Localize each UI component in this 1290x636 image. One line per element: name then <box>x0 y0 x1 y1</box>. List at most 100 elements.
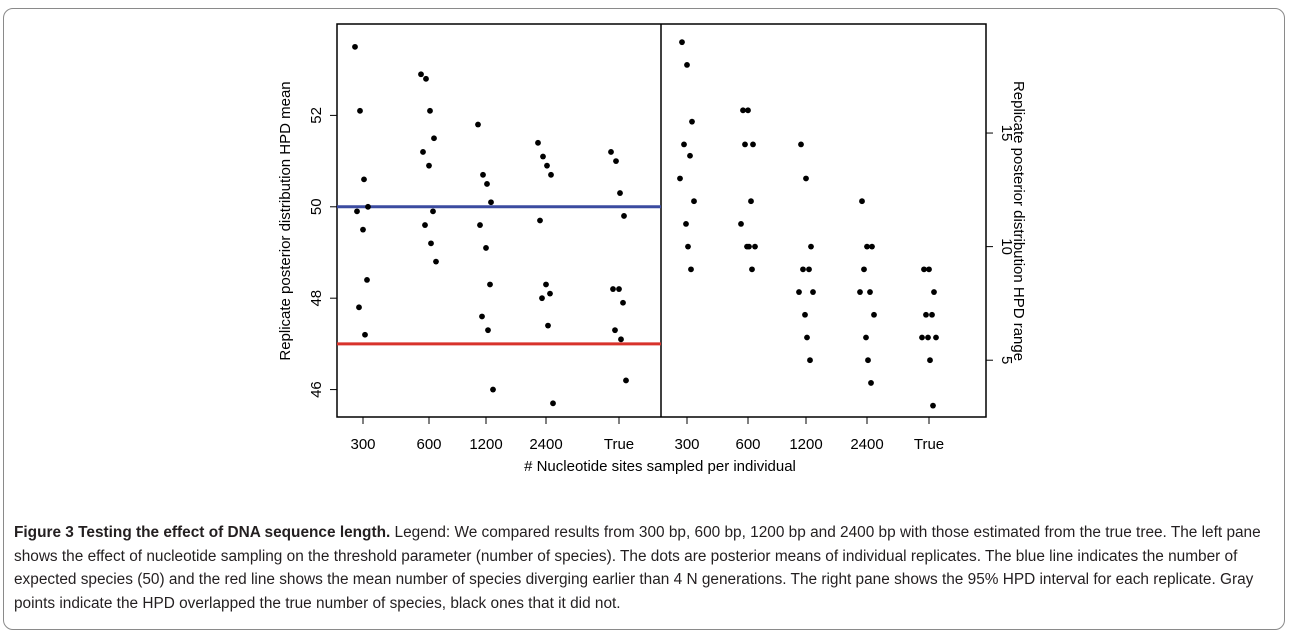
data-point-mean <box>623 377 629 384</box>
data-point-mean <box>610 286 616 292</box>
y-tick-label-left: 48 <box>308 290 325 307</box>
data-point-mean <box>362 331 368 338</box>
data-point-range <box>748 198 754 205</box>
x-tick-label: 2400 <box>850 436 883 453</box>
data-point-mean <box>423 75 429 82</box>
data-point-range <box>807 357 813 364</box>
x-axis-label: # Nucleotide sites sampled per individua… <box>524 458 796 475</box>
data-point-mean <box>475 121 481 128</box>
right-y-axis-label: Replicate posterior distribution HPD ran… <box>1010 81 1027 361</box>
data-point-mean <box>617 190 623 196</box>
data-point-mean <box>426 162 432 169</box>
data-point-mean <box>539 295 545 302</box>
x-tick-label: 300 <box>674 436 699 453</box>
y-tick-label-right: 5 <box>998 356 1015 364</box>
data-point-mean <box>352 43 358 50</box>
data-point-mean <box>608 149 614 155</box>
y-tick-label-left: 50 <box>308 198 325 215</box>
data-point-range <box>677 175 683 182</box>
data-point-range <box>800 266 806 273</box>
data-point-mean <box>431 135 437 142</box>
data-point-mean <box>365 203 371 210</box>
data-point-range <box>871 311 877 318</box>
data-point-mean <box>430 208 436 215</box>
data-point-mean <box>616 286 622 292</box>
data-point-mean <box>490 386 496 393</box>
data-point-mean <box>477 222 483 228</box>
data-point-range <box>750 141 756 148</box>
data-point-range <box>689 118 695 125</box>
caption-text: Legend: We compared results from 300 bp,… <box>14 524 1261 612</box>
data-point-range <box>864 243 870 250</box>
data-point-mean <box>545 322 551 329</box>
data-point-mean <box>618 336 624 343</box>
left-y-axis-label: Replicate posterior distribution HPD mea… <box>277 81 294 360</box>
data-point-range <box>859 198 865 205</box>
data-point-range <box>806 266 812 273</box>
data-point-range <box>745 107 751 114</box>
data-point-mean <box>360 226 366 233</box>
data-point-mean <box>420 149 426 155</box>
data-point-range <box>803 175 809 182</box>
data-point-range <box>679 39 685 46</box>
x-tick-label: 600 <box>416 436 441 453</box>
data-point-mean <box>540 153 546 160</box>
data-point-mean <box>433 258 439 265</box>
data-point-range <box>684 61 690 68</box>
data-point-range <box>869 243 875 250</box>
data-point-range <box>738 221 744 227</box>
x-tick-label: 1200 <box>789 436 822 453</box>
data-point-range <box>804 334 810 341</box>
data-point-range <box>930 402 936 409</box>
data-point-mean <box>547 290 553 297</box>
data-point-mean <box>548 171 554 178</box>
data-point-range <box>752 243 758 250</box>
data-point-range <box>863 334 869 341</box>
data-point-range <box>857 289 863 295</box>
data-point-mean <box>357 107 363 114</box>
data-point-range <box>685 243 691 250</box>
x-tick-label: True <box>914 436 944 453</box>
data-point-mean <box>484 181 490 187</box>
data-point-mean <box>361 176 367 183</box>
data-point-mean <box>612 327 618 334</box>
data-point-mean <box>621 213 627 219</box>
data-point-range <box>746 243 752 250</box>
x-tick-label: 2400 <box>529 436 562 453</box>
data-point-range <box>868 380 874 386</box>
data-point-range <box>810 289 816 295</box>
x-tick-label: 300 <box>350 436 375 453</box>
data-point-mean <box>543 281 549 288</box>
y-tick-label-right: 15 <box>998 125 1015 142</box>
data-point-mean <box>428 240 434 247</box>
data-point-range <box>683 221 689 227</box>
data-point-range <box>919 334 925 341</box>
data-point-range <box>796 289 802 295</box>
data-point-mean <box>354 208 360 215</box>
data-point-mean <box>356 304 362 311</box>
data-point-range <box>742 141 748 148</box>
data-point-range <box>802 311 808 318</box>
figure-3-chart: Replicate posterior distribution HPD mea… <box>277 23 1027 475</box>
data-point-range <box>926 266 932 273</box>
data-point-range <box>865 357 871 364</box>
data-point-range <box>867 289 873 295</box>
data-point-mean <box>364 277 370 283</box>
data-point-range <box>927 357 933 364</box>
data-point-mean <box>480 171 486 178</box>
data-point-range <box>688 266 694 273</box>
data-point-mean <box>422 222 428 228</box>
data-point-range <box>921 266 927 273</box>
data-point-range <box>933 334 939 341</box>
data-point-mean <box>488 199 494 206</box>
data-point-mean <box>479 313 485 320</box>
data-point-range <box>808 243 814 250</box>
data-point-range <box>798 141 804 148</box>
x-tick-label: 1200 <box>469 436 502 453</box>
data-point-range <box>925 334 931 341</box>
data-point-range <box>931 289 937 295</box>
data-point-mean <box>620 299 626 306</box>
figure-caption: Figure 3 Testing the effect of DNA seque… <box>14 521 1276 615</box>
data-point-range <box>929 311 935 318</box>
x-tick-label: True <box>604 436 634 453</box>
